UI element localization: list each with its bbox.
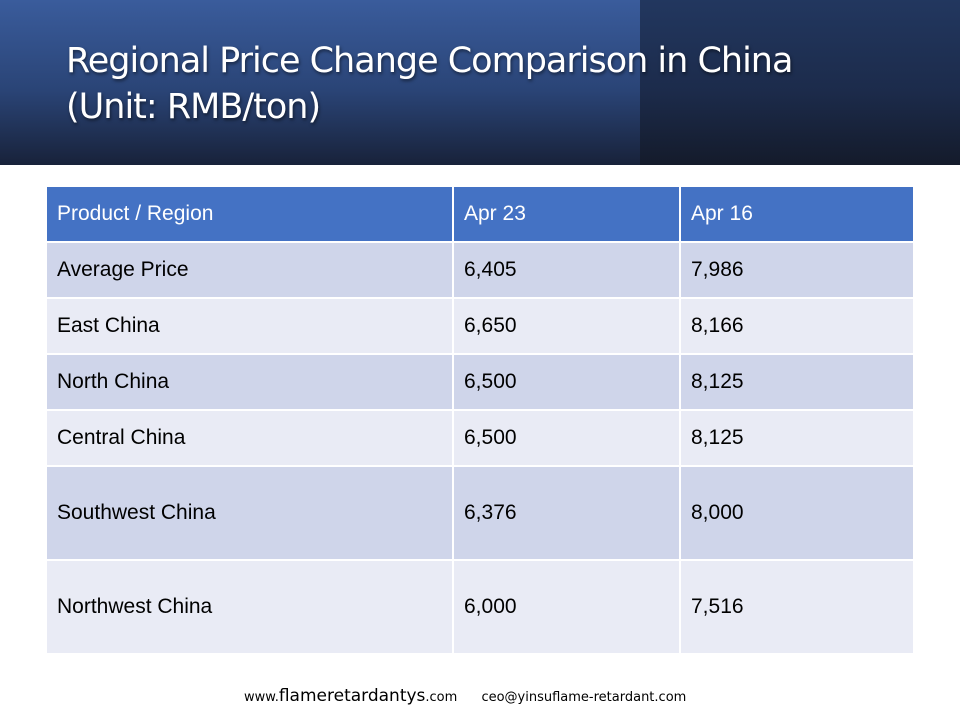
footer-com: .com (425, 690, 458, 705)
region-cell: North China (47, 353, 453, 410)
price-cell: 8,166 (679, 297, 913, 354)
price-table: Product / Region Apr 23 Apr 16 Average P… (47, 187, 913, 653)
price-cell: 6,000 (452, 559, 680, 653)
region-cell: Average Price (47, 241, 453, 298)
table-row: Central China 6,500 8,125 (47, 409, 913, 466)
price-cell: 8,125 (679, 409, 913, 466)
table-row: Northwest China 6,000 7,516 (47, 559, 913, 653)
price-cell: 6,405 (452, 241, 680, 298)
table-row: North China 6,500 8,125 (47, 353, 913, 410)
price-cell: 7,986 (679, 241, 913, 298)
price-cell: 8,000 (679, 465, 913, 560)
region-cell: Northwest China (47, 559, 453, 653)
region-cell: East China (47, 297, 453, 354)
footer-www: www. (244, 690, 279, 705)
price-cell: 6,500 (452, 409, 680, 466)
table-row: Average Price 6,405 7,986 (47, 241, 913, 298)
table-row: East China 6,650 8,166 (47, 297, 913, 354)
footer: www.flameretardantys.com ceo@yinsuflame-… (244, 686, 686, 706)
column-header: Product / Region (47, 187, 453, 242)
title-line-1: Regional Price Change Comparison in Chin… (66, 41, 793, 81)
title-line-2: (Unit: RMB/ton) (66, 87, 321, 127)
price-cell: 8,125 (679, 353, 913, 410)
footer-email: ceo@yinsuflame-retardant.com (481, 690, 687, 705)
title-banner-accent (0, 0, 640, 165)
footer-site: flameretardantys (278, 686, 426, 706)
region-cell: Central China (47, 409, 453, 466)
price-cell: 6,376 (452, 465, 680, 560)
table-header-row: Product / Region Apr 23 Apr 16 (47, 187, 913, 242)
price-cell: 6,500 (452, 353, 680, 410)
title-banner: Regional Price Change Comparison in Chin… (0, 0, 960, 165)
price-cell: 7,516 (679, 559, 913, 653)
price-cell: 6,650 (452, 297, 680, 354)
slide-title: Regional Price Change Comparison in Chin… (66, 38, 793, 130)
table-row: Southwest China 6,376 8,000 (47, 465, 913, 560)
column-header: Apr 16 (679, 187, 913, 242)
region-cell: Southwest China (47, 465, 453, 560)
column-header: Apr 23 (452, 187, 680, 242)
